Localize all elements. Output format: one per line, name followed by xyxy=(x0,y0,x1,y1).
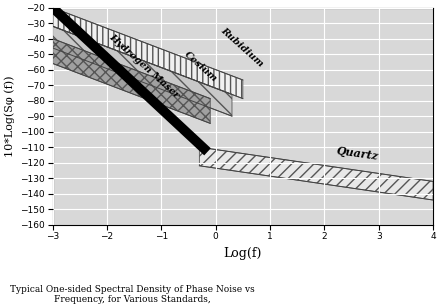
Text: Quartz: Quartz xyxy=(335,145,379,161)
Text: Cesium: Cesium xyxy=(183,50,220,84)
Text: Hydrogen Maser: Hydrogen Maser xyxy=(107,32,181,99)
Polygon shape xyxy=(53,39,210,123)
Text: Rubidium: Rubidium xyxy=(218,26,264,68)
Text: Typical One-sided Spectral Density of Phase Noise vs
Frequency, for Various Stan: Typical One-sided Spectral Density of Ph… xyxy=(10,285,254,304)
Polygon shape xyxy=(53,8,243,99)
Polygon shape xyxy=(53,26,232,116)
Y-axis label: 10*Log(Sφ (f)): 10*Log(Sφ (f)) xyxy=(4,76,15,157)
Polygon shape xyxy=(199,147,433,200)
X-axis label: Log(f): Log(f) xyxy=(224,247,262,260)
